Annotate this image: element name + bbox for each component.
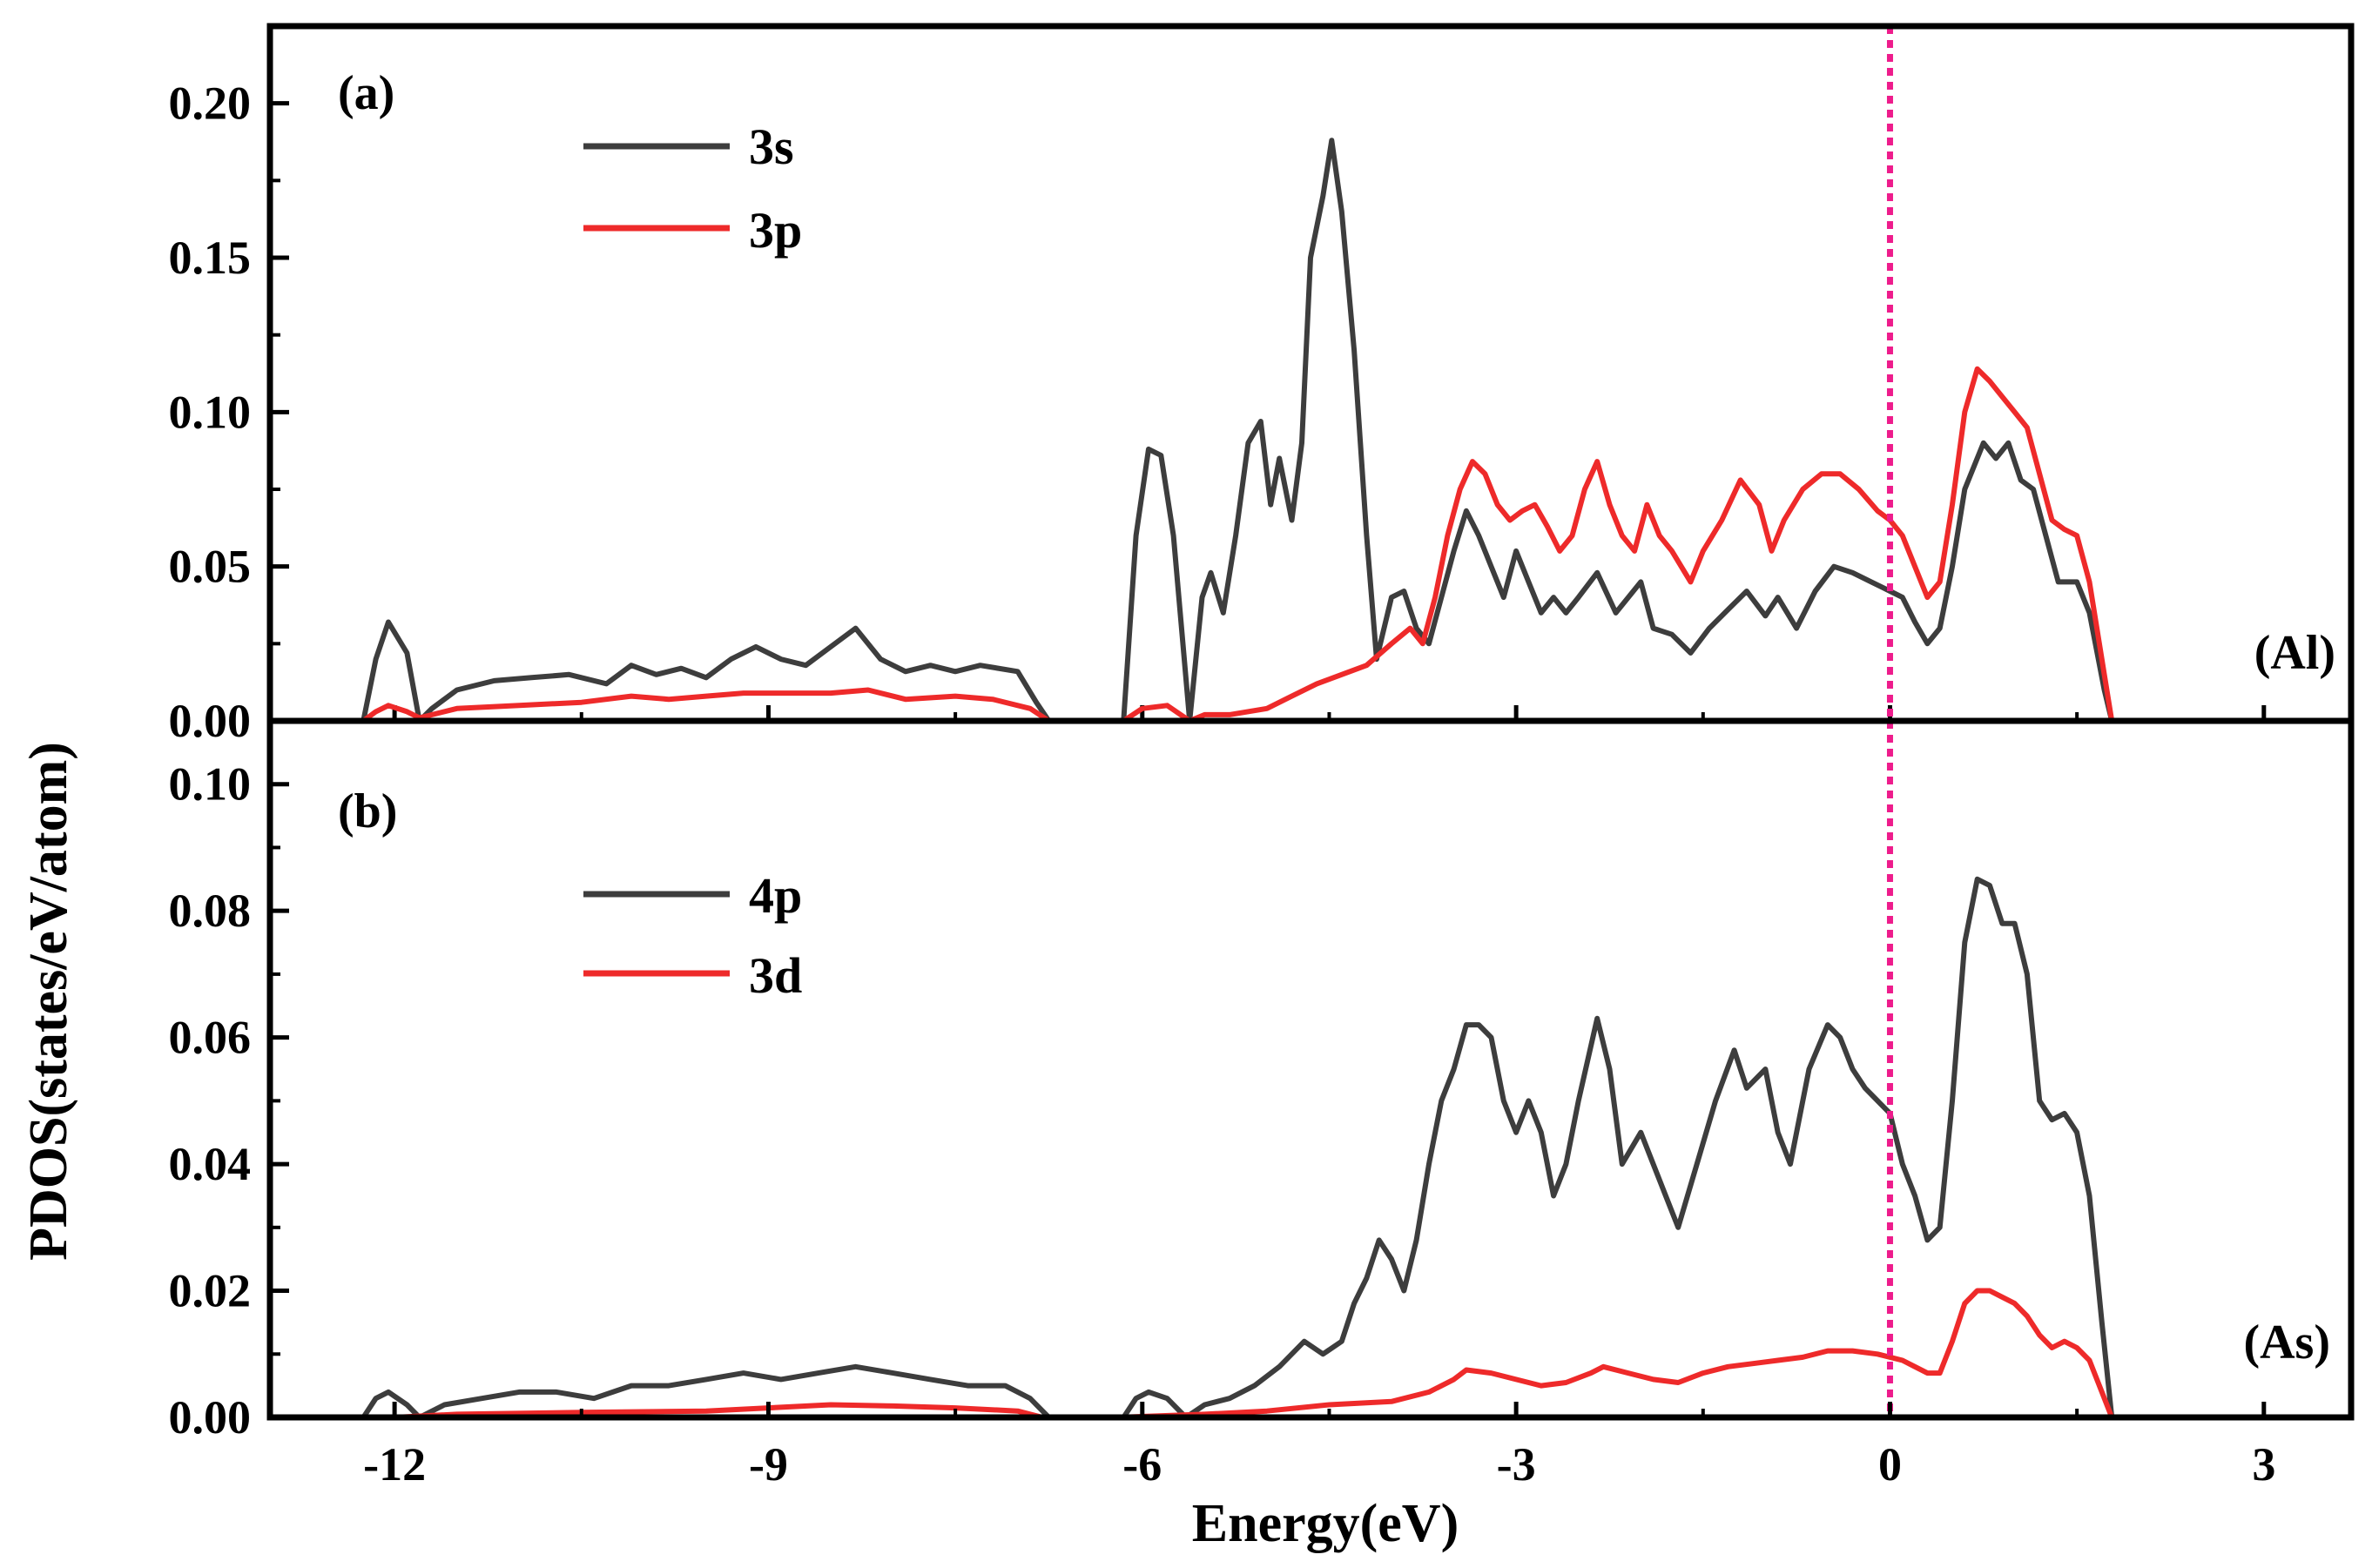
panel-b-curves bbox=[267, 876, 2354, 1420]
panel-b-element-label: (As) bbox=[2243, 1316, 2330, 1369]
panel-a-y-ticks: 0.00 0.05 0.10 0.15 0.20 bbox=[169, 77, 2267, 747]
series-4p-curve bbox=[267, 876, 2354, 1420]
panel-b-y-tick-label: 0.08 bbox=[169, 885, 252, 937]
series-3s-curve bbox=[267, 138, 2354, 723]
panel-b: 0.000.020.040.060.080.10 (b) (As) 4p 3d … bbox=[169, 717, 2355, 1491]
panel-b-y-tick-label: 0.10 bbox=[169, 758, 252, 811]
panel-a-element-label: (Al) bbox=[2254, 626, 2335, 680]
x-tick-label: -12 bbox=[363, 1438, 426, 1491]
panel-b-y-tick-label: 0.00 bbox=[169, 1391, 252, 1444]
x-tick-label: -3 bbox=[1497, 1438, 1536, 1491]
panel-a-label: (a) bbox=[338, 66, 394, 120]
panel-b-y-tick-label: 0.04 bbox=[169, 1138, 252, 1190]
panel-a-y-tick-label: 0.20 bbox=[169, 77, 252, 130]
panel-a-curves bbox=[267, 138, 2354, 723]
panel-a-y-tick-label: 0.10 bbox=[169, 386, 252, 438]
legend-label-4p: 4p bbox=[749, 867, 802, 924]
panel-a-legend: 3s 3p bbox=[583, 118, 802, 259]
x-tick-label: 3 bbox=[2252, 1438, 2275, 1491]
series-3p-curve bbox=[267, 366, 2354, 723]
y-axis-title: PDOS(states/eV/atom) bbox=[19, 742, 78, 1261]
panel-b-frame bbox=[266, 717, 2355, 1421]
legend-label-3d: 3d bbox=[749, 947, 802, 1004]
panel-b-y-tick-label: 0.02 bbox=[169, 1265, 252, 1317]
panel-b-label: (b) bbox=[338, 784, 397, 838]
panel-b-legend: 4p 3d bbox=[583, 867, 802, 1004]
panel-b-y-ticks: 0.00 0.02 0.04 0.06 0.08 0.10 bbox=[169, 758, 289, 1444]
legend-label-3s: 3s bbox=[749, 118, 794, 175]
panel-b-x-ticks: -12 -9 -6 -3 0 3 bbox=[363, 1402, 2275, 1491]
panel-a-y-tick-label: 0.00 bbox=[169, 695, 252, 747]
legend-label-3p: 3p bbox=[749, 202, 802, 259]
x-tick-label: -9 bbox=[749, 1438, 788, 1491]
panel-a-y-tick-label: 0.15 bbox=[169, 232, 252, 284]
panel-a: 0.00 0.05 0.10 0.15 0.20 (a) (Al) 3s 3p bbox=[169, 23, 2355, 747]
series-3d-curve bbox=[267, 1288, 2354, 1420]
panel-a-y-tick-label: 0.05 bbox=[169, 541, 252, 593]
x-tick-label: 0 bbox=[1878, 1438, 1902, 1491]
x-tick-label: -6 bbox=[1122, 1438, 1162, 1491]
x-axis-title: Energy(eV) bbox=[1192, 1494, 1459, 1553]
panel-b-y-tick-label: 0.06 bbox=[169, 1012, 252, 1064]
